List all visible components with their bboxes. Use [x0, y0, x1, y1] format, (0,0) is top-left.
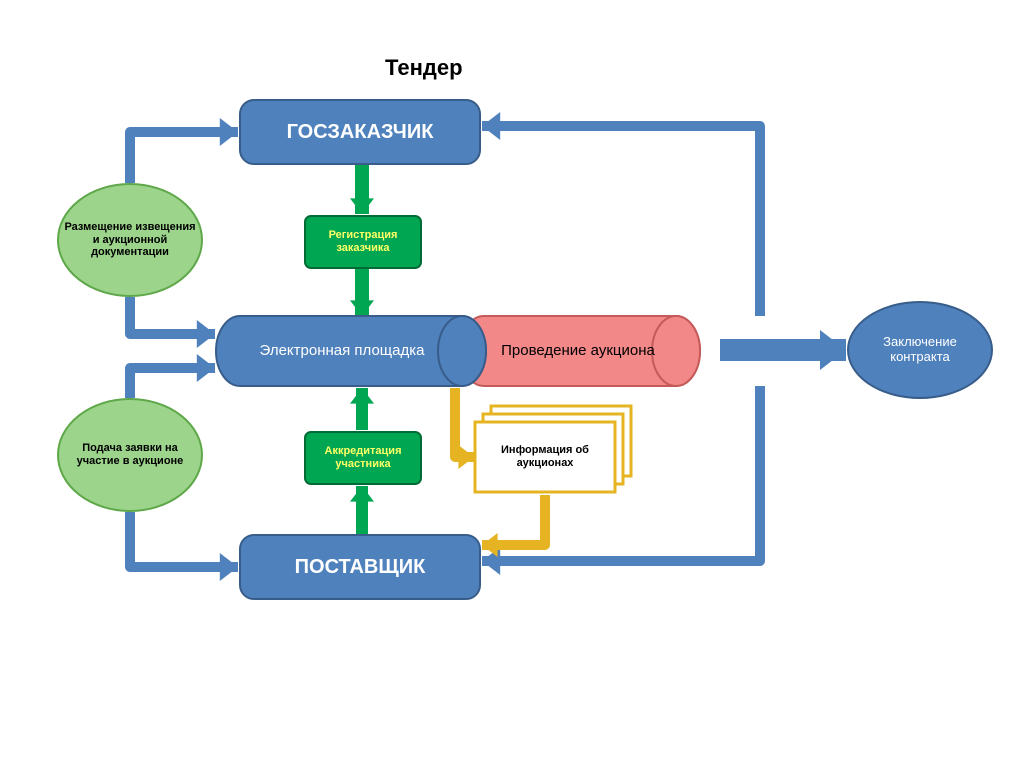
edge-e_docs_to_post: [482, 495, 545, 545]
edge-e_right_to_gos: [482, 126, 760, 316]
edge-e_docs_to_post-head: [482, 533, 498, 557]
node-notice-label: Размещение извещения и аукционной докуме…: [58, 184, 202, 296]
node-info_docs-label: Информация об аукционах: [475, 422, 615, 492]
edge-e_gos_down2-head: [350, 300, 374, 316]
edge-e_gos_down1-head: [350, 198, 374, 214]
node-postavshchik-label: ПОСТАВЩИК: [240, 535, 480, 599]
edge-e_docs_out-head: [458, 445, 474, 469]
edge-e_cyl_to_contract-head: [820, 330, 846, 370]
node-platform_cyl-label: Электронная площадка: [222, 316, 462, 386]
node-green_reg-label: Регистрация заказчика: [305, 216, 421, 268]
node-contract-label: Заключение контракта: [848, 302, 992, 398]
edge-e_notice_to_gos-head: [220, 118, 238, 146]
edge-e_post_up1-head: [350, 486, 374, 502]
node-goszakazchik-label: ГОСЗАКАЗЧИК: [240, 100, 480, 164]
edge-e_notice_to_plat-head: [197, 320, 215, 348]
diagram-title: Тендер: [385, 55, 463, 80]
edge-e_right_to_gos-head: [482, 112, 500, 140]
edge-e_docs_out: [455, 388, 474, 457]
node-green_accr-label: Аккредитация участника: [305, 432, 421, 484]
edge-e_bid_to_plat-head: [197, 354, 215, 382]
edge-e_bid_to_post-head: [220, 553, 238, 581]
node-auction_cyl-label: Проведение аукциона: [480, 316, 676, 386]
edge-e_post_up2-head: [350, 388, 374, 404]
node-bid-label: Подача заявки на участие в аукционе: [58, 399, 202, 511]
